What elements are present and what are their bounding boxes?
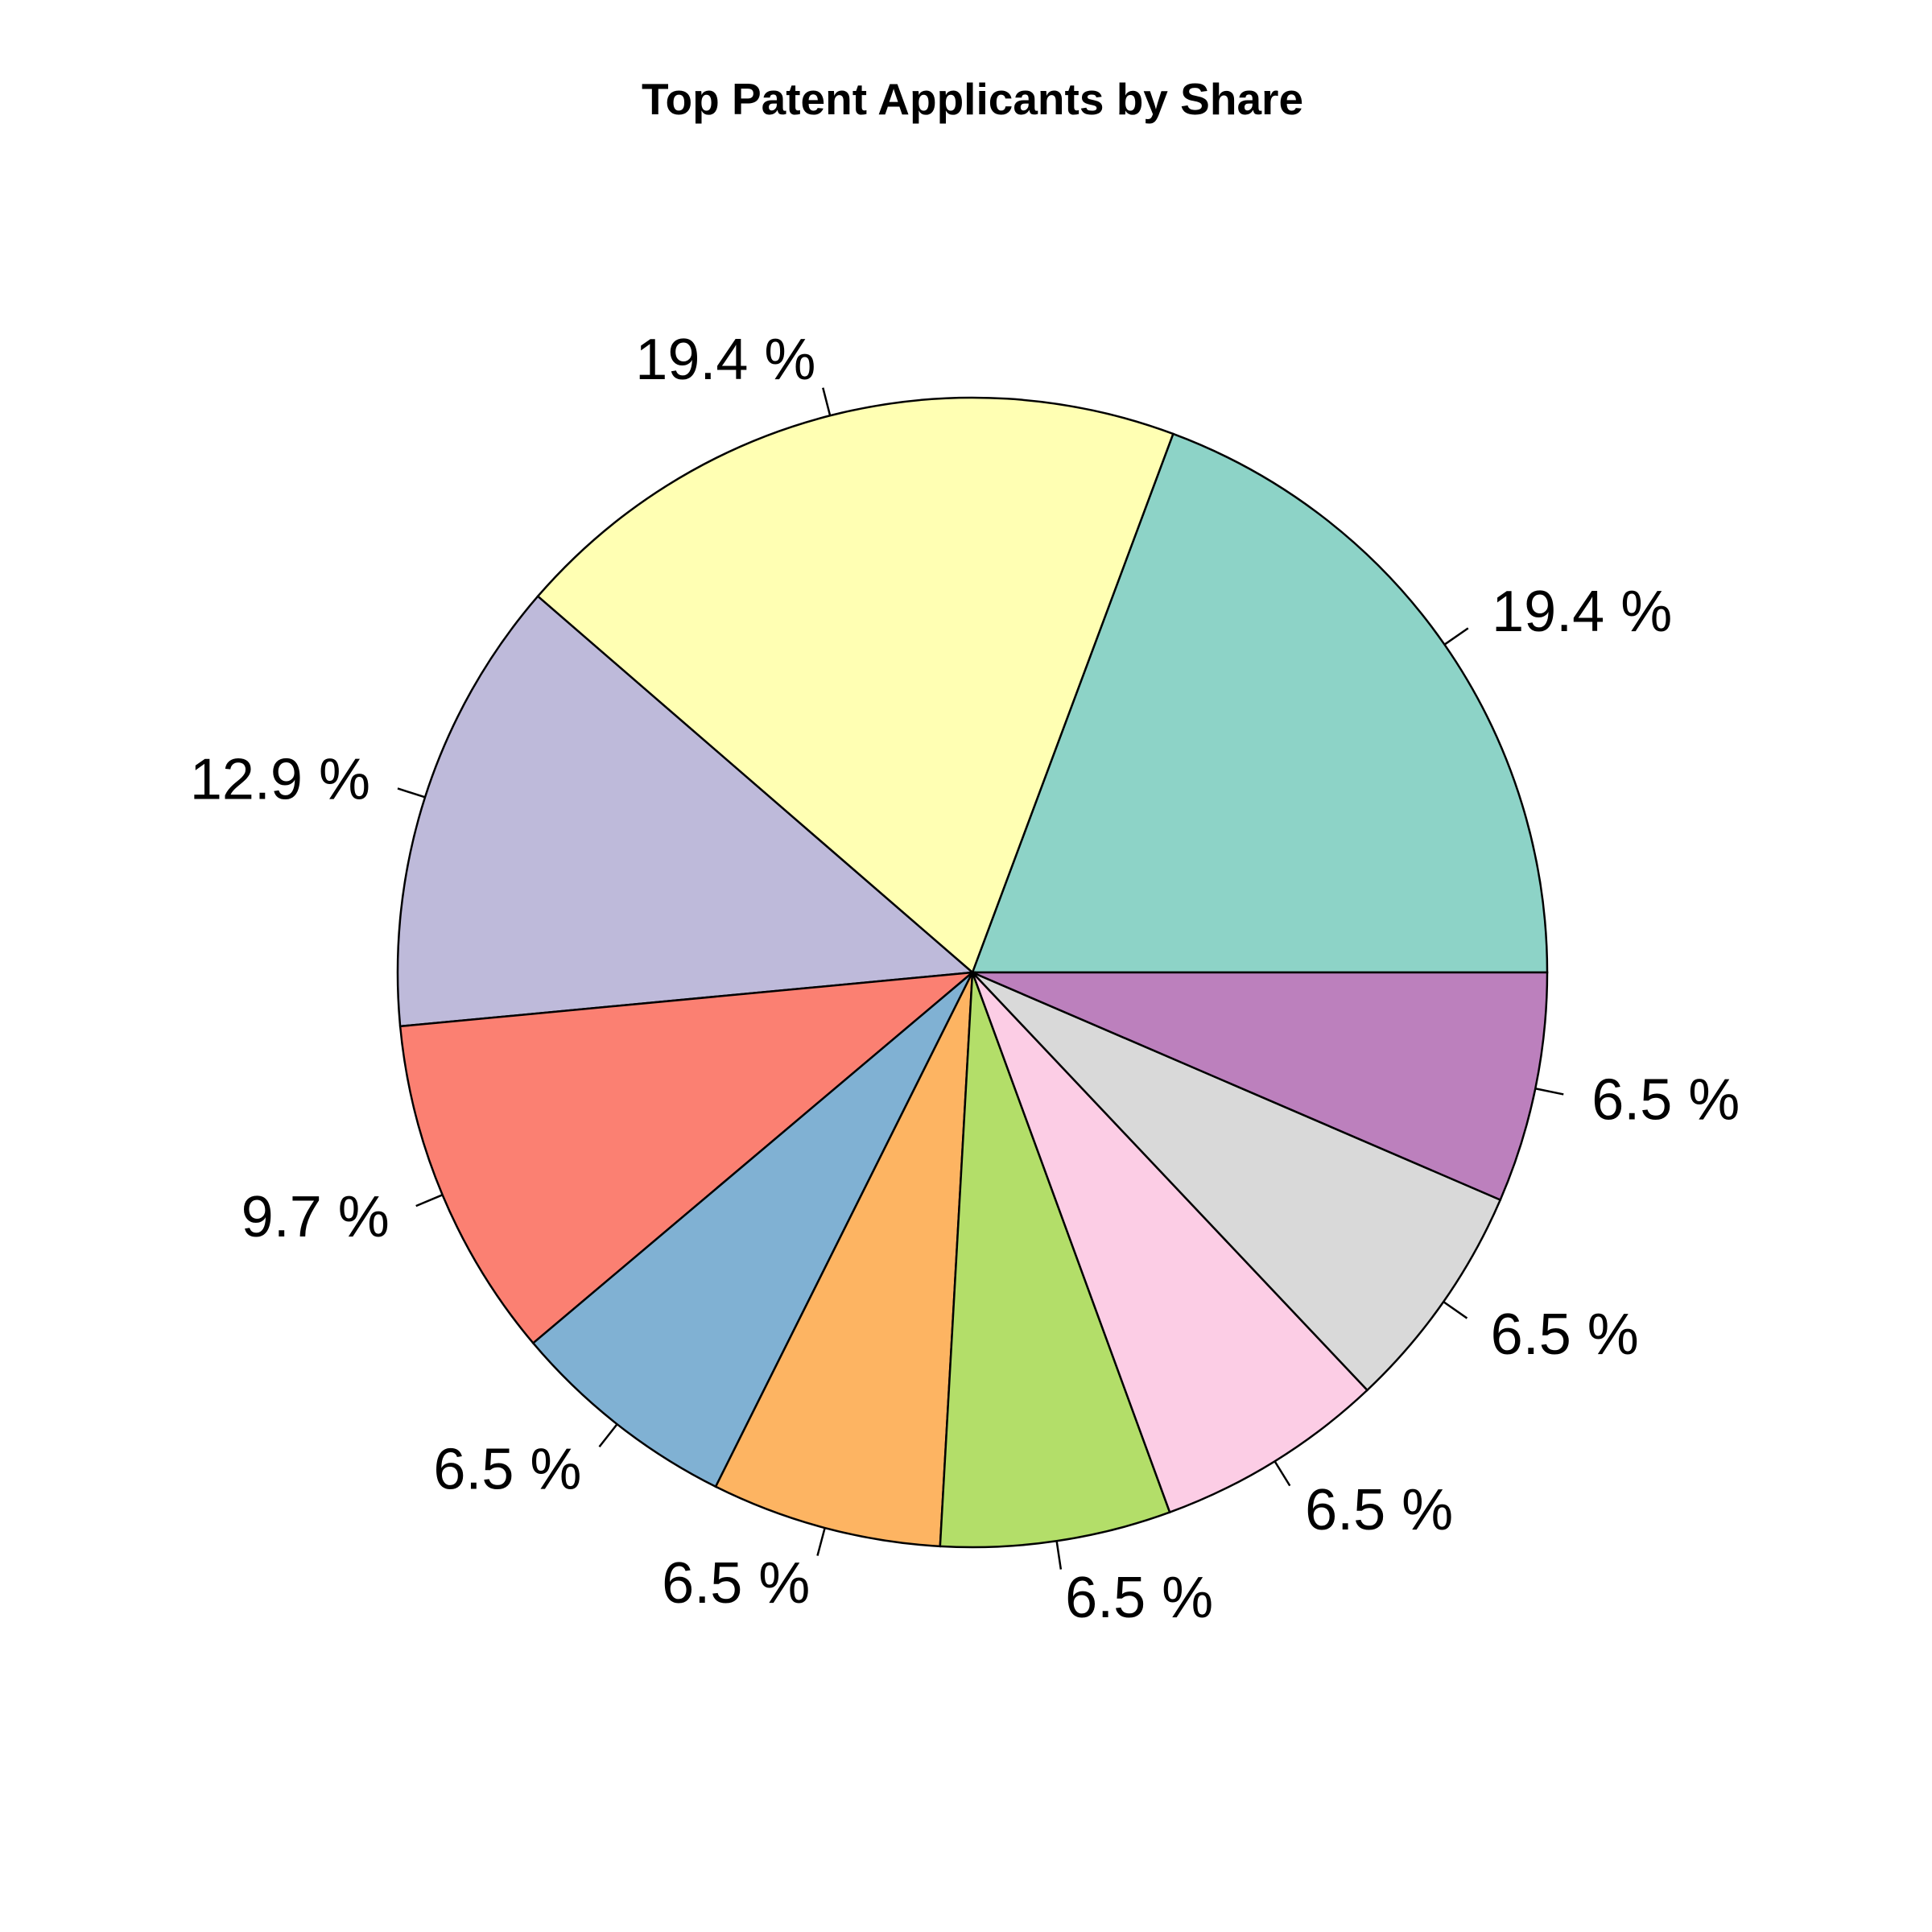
label-tick-2 xyxy=(823,388,830,416)
slice-label-10: 6.5 % xyxy=(1591,1068,1740,1133)
label-tick-4 xyxy=(416,1195,443,1206)
chart-title: Top Patent Applicants by Share xyxy=(642,74,1303,124)
slice-label-5: 6.5 % xyxy=(433,1437,581,1501)
slice-label-9: 6.5 % xyxy=(1491,1302,1639,1367)
slice-label-4: 9.7 % xyxy=(242,1185,390,1249)
slice-label-3: 12.9 % xyxy=(190,748,370,812)
pie-slices xyxy=(398,398,1547,1547)
slice-label-2: 19.4 % xyxy=(635,328,815,392)
label-tick-8 xyxy=(1275,1461,1290,1485)
slice-label-6: 6.5 % xyxy=(662,1551,810,1616)
slice-label-7: 6.5 % xyxy=(1065,1566,1213,1630)
label-tick-10 xyxy=(1535,1088,1563,1094)
label-tick-3 xyxy=(398,788,425,797)
slice-label-8: 6.5 % xyxy=(1305,1478,1453,1542)
label-tick-9 xyxy=(1443,1302,1467,1318)
label-tick-7 xyxy=(1057,1541,1061,1569)
label-tick-5 xyxy=(600,1424,617,1447)
label-tick-6 xyxy=(817,1528,824,1556)
slice-label-1: 19.4 % xyxy=(1492,580,1672,644)
label-tick-1 xyxy=(1444,628,1468,644)
